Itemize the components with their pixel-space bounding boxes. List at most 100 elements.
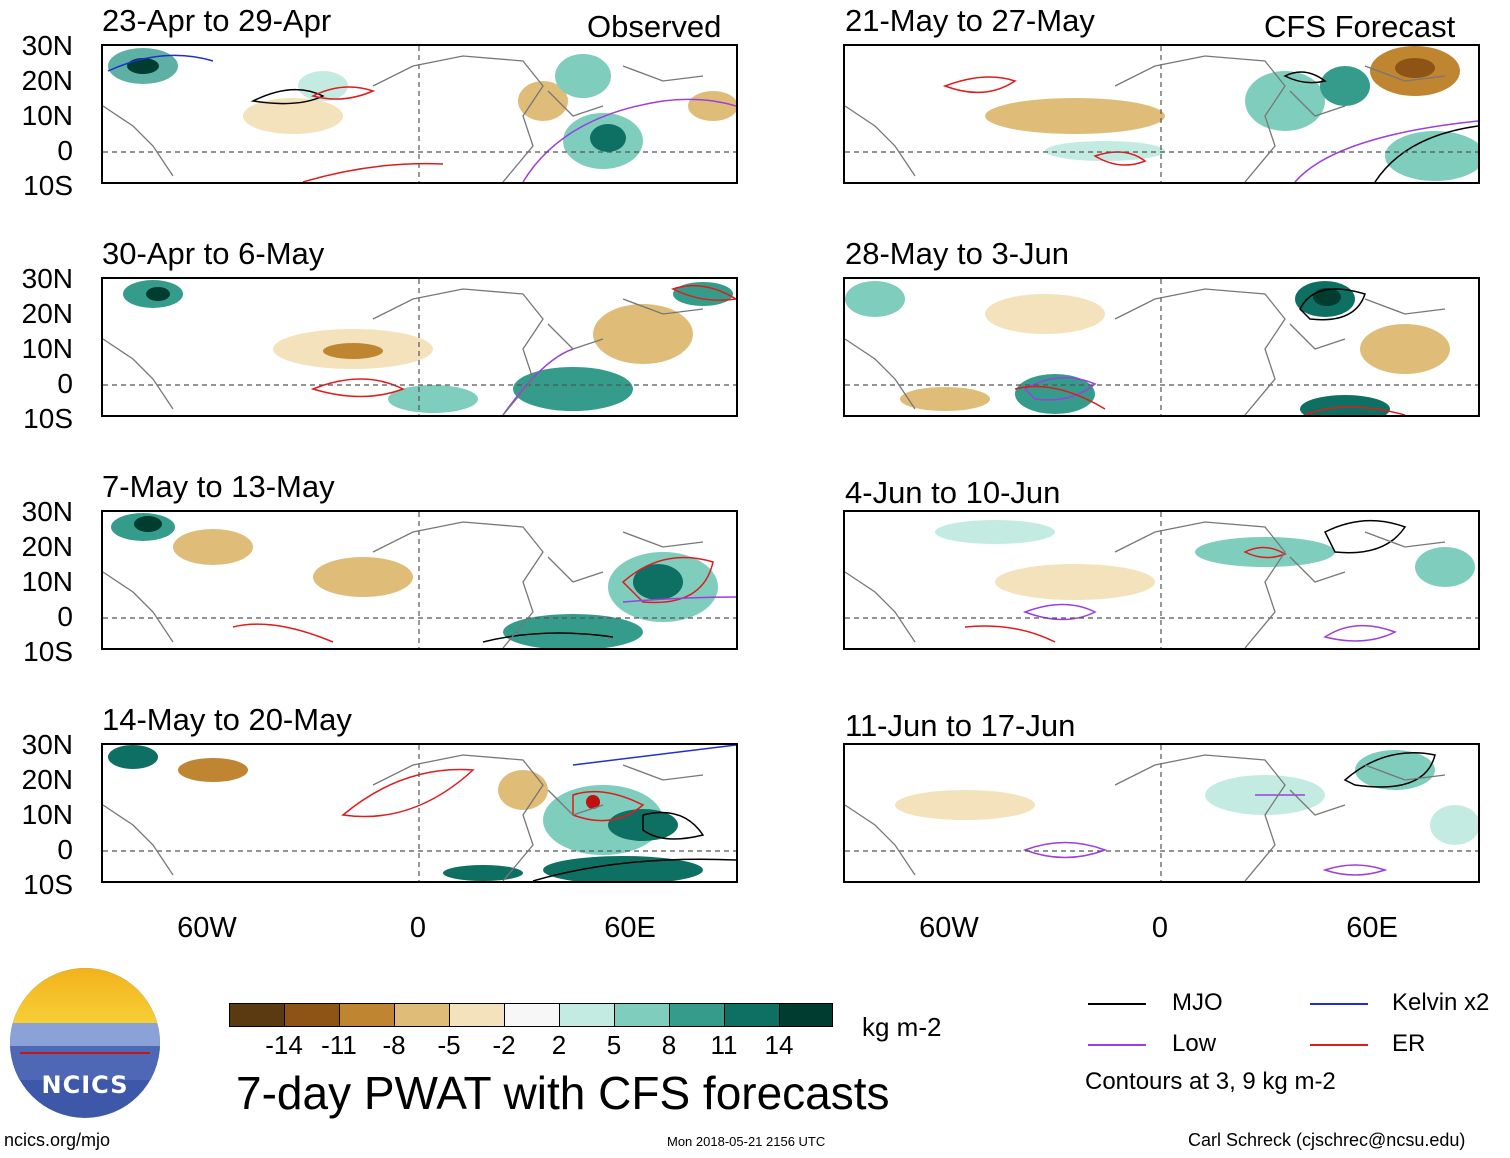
panel-title-left-2: 30-Apr to 6-May — [102, 236, 325, 271]
lon-label-0: 0 — [1151, 912, 1169, 944]
anomaly-moist — [555, 54, 611, 98]
anomaly-dry — [178, 758, 248, 782]
ncics-logo: NCICS — [10, 968, 160, 1118]
anomaly-moist — [1320, 66, 1370, 106]
legend-line-low — [1088, 1044, 1146, 1046]
panel-title-left-1: 23-Apr to 29-Apr — [102, 3, 332, 38]
lat-label-10s: 10S — [23, 869, 73, 900]
low-contour — [1022, 603, 1097, 621]
footer-timestamp: Mon 2018-05-21 2156 UTC — [667, 1134, 826, 1149]
colorbar-tick-label: 2 — [551, 1030, 567, 1060]
low-contour — [622, 596, 736, 603]
anomaly-moist — [146, 287, 170, 301]
anomaly-dry — [688, 91, 736, 121]
er-contour — [572, 790, 645, 822]
map-panel-forecast-3 — [843, 510, 1480, 650]
anomaly-moist — [443, 865, 523, 881]
colorbar-swatch-3 — [339, 1003, 395, 1027]
lat-label-0: 0 — [57, 601, 73, 632]
anomaly-moist — [935, 520, 1055, 544]
pwat-map — [845, 745, 1478, 881]
lat-label-10s: 10S — [23, 403, 73, 434]
er-contour — [310, 86, 376, 100]
lat-label-20n: 20N — [21, 531, 73, 562]
anomaly-dry — [1395, 58, 1435, 78]
anomaly-moist — [298, 71, 348, 101]
low-contour — [1023, 376, 1097, 401]
anomaly-dry — [518, 81, 568, 121]
anomaly-dry — [173, 529, 253, 565]
colorbar-tick-label: 8 — [661, 1030, 677, 1060]
mjo-contour — [1343, 752, 1436, 788]
anomaly-moist — [1045, 141, 1165, 161]
map-panel-observed-2 — [101, 277, 738, 417]
er-contour — [341, 768, 475, 818]
pwat-map — [103, 279, 736, 415]
main-title: 7-day PWAT with CFS forecasts — [236, 1067, 890, 1119]
er-contour — [942, 76, 1017, 94]
mjo-contour — [1323, 519, 1407, 554]
coastline — [103, 55, 704, 182]
kelvin-contour — [572, 745, 736, 766]
er-contour — [1014, 385, 1106, 410]
anomaly-moist — [1415, 547, 1475, 587]
legend-label-er: ER — [1392, 1030, 1426, 1057]
lat-label-30n: 30N — [21, 729, 73, 760]
map-panel-observed-3 — [101, 510, 738, 650]
lat-label-30n: 30N — [21, 263, 73, 294]
anomaly-moist — [1195, 537, 1335, 567]
lat-label-20n: 20N — [21, 65, 73, 96]
panel-title-right-2: 28-May to 3-Jun — [845, 236, 1069, 271]
mjo-contour — [1299, 288, 1366, 321]
forecast-label: CFS Forecast — [1264, 9, 1456, 44]
legend-line-kelvin — [1310, 1003, 1368, 1005]
er-contour — [232, 623, 334, 643]
anomaly-moist — [590, 124, 626, 152]
legend-label-low: Low — [1172, 1030, 1217, 1057]
anomaly-moist — [1385, 131, 1478, 181]
anomaly-moist — [388, 385, 478, 413]
storm-symbol — [586, 795, 600, 809]
map-panel-observed-1 — [101, 44, 738, 184]
kelvin-contour — [107, 54, 214, 72]
lat-label-10n: 10N — [21, 100, 73, 131]
mjo-contour — [250, 88, 325, 105]
mjo-contour — [532, 858, 736, 881]
anomaly-moist — [1430, 805, 1478, 845]
colorbar-tick-label: -8 — [382, 1030, 406, 1060]
anomaly-dry — [995, 564, 1155, 600]
low-contour — [1022, 841, 1108, 859]
lat-label-0: 0 — [57, 135, 73, 166]
coastline — [845, 521, 1446, 648]
coastline — [845, 55, 1446, 182]
colorbar-swatch-7 — [559, 1003, 615, 1027]
lat-label-10n: 10N — [21, 333, 73, 364]
legend-line-er — [1310, 1044, 1368, 1046]
footer-url[interactable]: ncics.org/mjo — [4, 1130, 111, 1150]
lat-label-30n: 30N — [21, 496, 73, 527]
colorbar-tick-label: -14 — [265, 1030, 303, 1060]
colorbar-swatch-1 — [229, 1003, 285, 1027]
anomaly-dry — [985, 294, 1105, 334]
anomaly-dry — [1360, 324, 1450, 374]
colorbar-swatch-8 — [614, 1003, 670, 1027]
coastline — [103, 288, 704, 415]
anomaly-dry — [900, 387, 990, 411]
er-contour — [310, 378, 405, 398]
legend-note: Contours at 3, 9 kg m-2 — [1085, 1068, 1336, 1095]
anomaly-moist — [673, 282, 733, 306]
anomaly-moist — [845, 281, 905, 317]
low-contour — [1323, 624, 1397, 642]
lat-label-0: 0 — [57, 834, 73, 865]
mjo-contour — [1374, 125, 1478, 182]
map-panel-forecast-4 — [843, 743, 1480, 883]
colorbar-tick-label: 14 — [764, 1030, 794, 1060]
panel-title-left-3: 7-May to 13-May — [102, 469, 335, 504]
colorbar-swatch-2 — [284, 1003, 340, 1027]
coastline — [845, 288, 1446, 415]
lat-label-10s: 10S — [23, 636, 73, 667]
anomaly-moist — [127, 58, 159, 74]
lat-label-10n: 10N — [21, 799, 73, 830]
map-panel-forecast-2 — [843, 277, 1480, 417]
colorbar-tick-label: -11 — [321, 1030, 357, 1060]
